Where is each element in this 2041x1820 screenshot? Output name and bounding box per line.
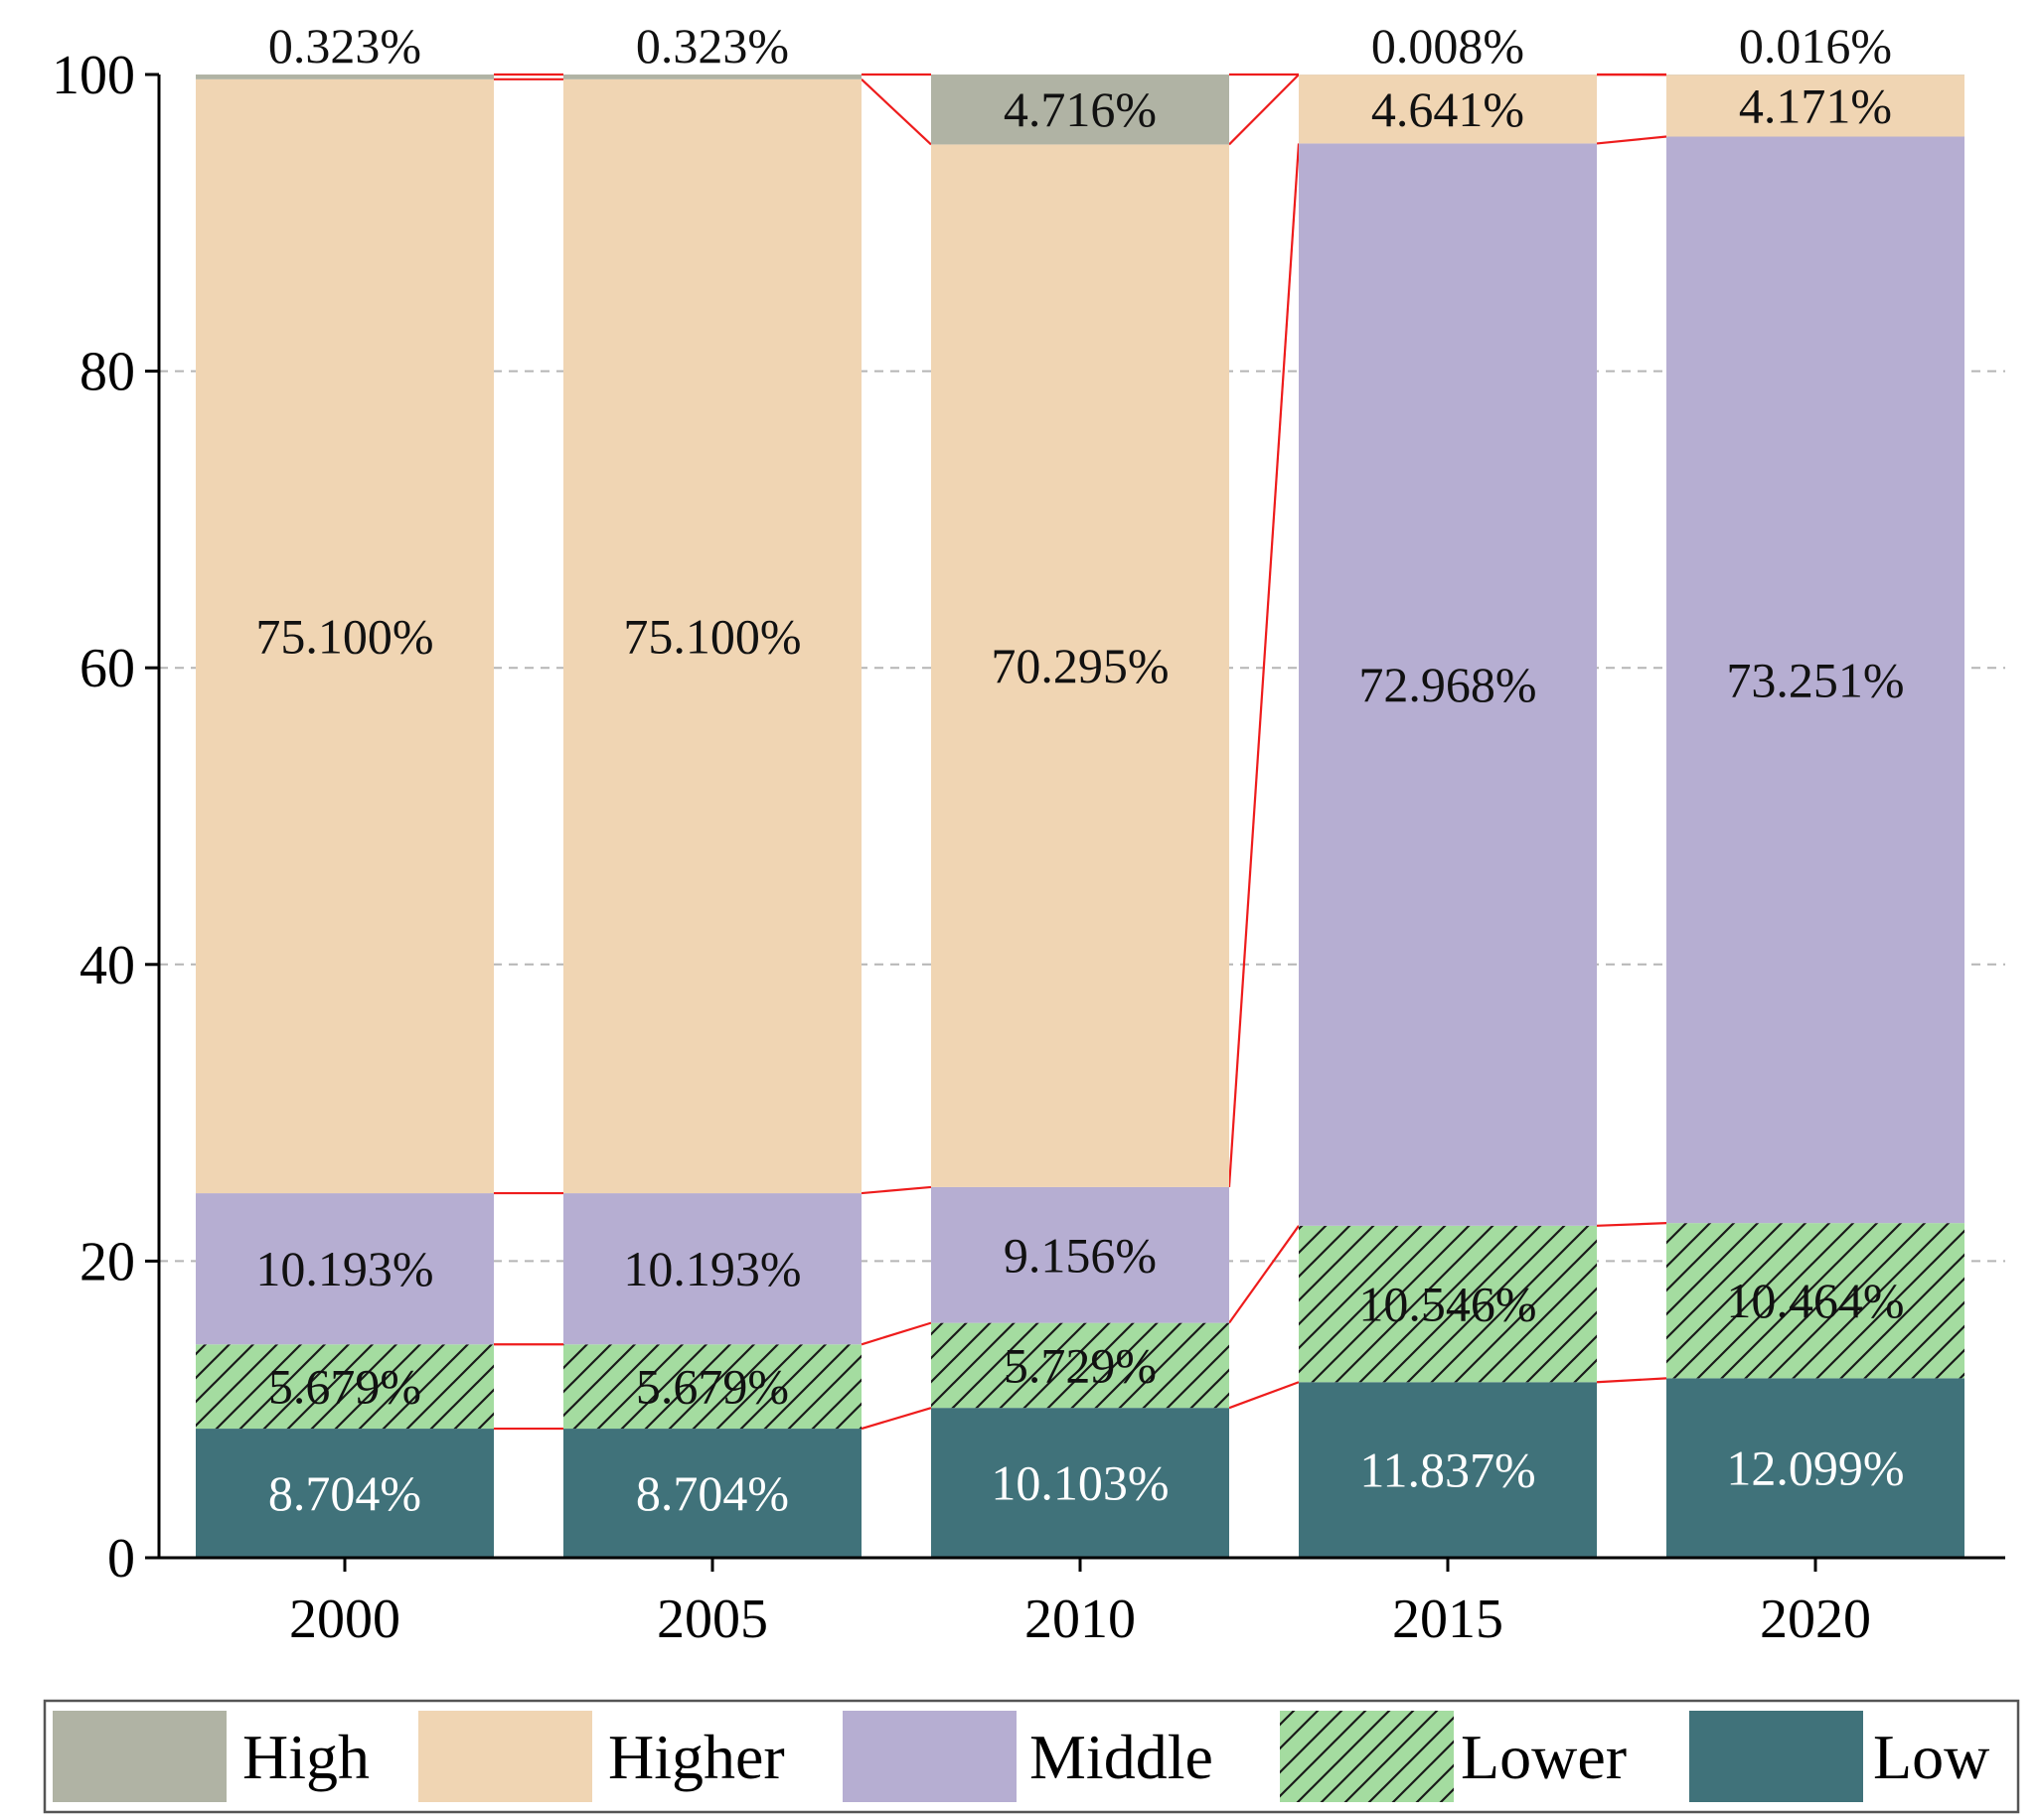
data-label-lower-2020: 10.464% xyxy=(1726,1273,1904,1328)
y-tick-label: 80 xyxy=(79,342,135,403)
data-label-middle-2000: 10.193% xyxy=(255,1241,433,1296)
y-tick-label: 100 xyxy=(52,45,135,106)
bar-higher-2020 xyxy=(1666,75,1964,137)
legend-swatch-higher xyxy=(418,1711,592,1802)
bar-low-2015 xyxy=(1299,1382,1597,1558)
data-label-high-2010: 4.716% xyxy=(1004,81,1157,137)
connector-line xyxy=(1596,1377,1667,1384)
legend-label-higher: Higher xyxy=(608,1722,785,1792)
x-tick-label: 2000 xyxy=(289,1589,400,1650)
connector-lines xyxy=(494,73,1667,1431)
connector-line xyxy=(1596,135,1667,145)
connector-line xyxy=(1228,1381,1300,1410)
bar-higher-2015 xyxy=(1299,75,1597,144)
connector-line xyxy=(1227,143,1301,1188)
data-label-low-2005: 8.704% xyxy=(636,1465,789,1521)
x-tick-label: 2005 xyxy=(657,1589,768,1650)
bar-low-2020 xyxy=(1666,1378,1964,1558)
y-tick-label: 0 xyxy=(107,1528,135,1590)
bar-higher-2010 xyxy=(931,144,1229,1187)
bar-low-2010 xyxy=(931,1408,1229,1558)
legend-swatch-lower xyxy=(1280,1711,1454,1802)
bar-lower-2010 xyxy=(931,1322,1229,1409)
bar-middle-2015 xyxy=(1299,143,1597,1226)
data-label-higher-2000: 75.100% xyxy=(255,608,433,664)
data-label-middle-2005: 10.193% xyxy=(623,1241,801,1296)
bar-low-2005 xyxy=(563,1429,862,1558)
bar-low-2000 xyxy=(196,1429,494,1558)
connector-line xyxy=(1228,74,1300,146)
x-tick-label: 2015 xyxy=(1392,1589,1503,1650)
data-label-high-2005: 0.323% xyxy=(636,18,789,74)
connector-line xyxy=(1228,1225,1300,1324)
data-label-high-2000: 0.323% xyxy=(268,18,421,74)
data-label-middle-2010: 9.156% xyxy=(1004,1227,1157,1283)
connector-line xyxy=(861,1321,932,1346)
bar-higher-2005 xyxy=(563,78,862,1194)
connector-line xyxy=(861,1407,932,1431)
bar-lower-2015 xyxy=(1299,1225,1597,1383)
bar-middle-2000 xyxy=(196,1193,494,1345)
data-label-higher-2015: 4.641% xyxy=(1371,81,1524,137)
y-tick-label: 40 xyxy=(79,935,135,996)
y-tick-label: 60 xyxy=(79,638,135,699)
data-label-low-2020: 12.099% xyxy=(1726,1441,1904,1496)
data-label-high-2015: 0.008% xyxy=(1371,18,1524,74)
data-label-low-2015: 11.837% xyxy=(1359,1442,1535,1498)
bar-middle-2010 xyxy=(931,1186,1229,1323)
connector-line xyxy=(861,1185,932,1195)
legend-label-middle: Middle xyxy=(1029,1722,1213,1792)
data-label-higher-2020: 4.171% xyxy=(1739,77,1892,133)
legend-label-lower: Lower xyxy=(1461,1722,1627,1792)
bar-lower-2020 xyxy=(1666,1223,1964,1379)
bar-high-2010 xyxy=(931,75,1229,145)
x-tick-label: 2020 xyxy=(1760,1589,1871,1650)
data-label-higher-2010: 70.295% xyxy=(991,638,1169,693)
connector-line xyxy=(1596,1222,1667,1227)
data-label-lower-2000: 5.679% xyxy=(268,1359,421,1415)
data-label-lower-2015: 10.546% xyxy=(1358,1277,1536,1332)
legend-swatch-low xyxy=(1689,1711,1863,1802)
connector-line xyxy=(861,78,932,146)
bar-higher-2000 xyxy=(196,78,494,1194)
data-label-middle-2015: 72.968% xyxy=(1358,657,1536,712)
legend-swatch-middle xyxy=(843,1711,1017,1802)
legend-box xyxy=(43,1699,2020,1814)
bar-middle-2005 xyxy=(563,1193,862,1345)
data-label-lower-2010: 5.729% xyxy=(1004,1337,1157,1393)
bar-lower-2000 xyxy=(196,1344,494,1430)
data-label-high-2020: 0.016% xyxy=(1739,18,1892,74)
legend-swatch-high xyxy=(53,1711,227,1802)
data-label-low-2000: 8.704% xyxy=(268,1465,421,1521)
y-tick-label: 20 xyxy=(79,1231,135,1292)
legend-label-high: High xyxy=(242,1722,370,1792)
data-label-lower-2005: 5.679% xyxy=(636,1359,789,1415)
bar-middle-2020 xyxy=(1666,136,1964,1224)
legend: High Higher Middle Lower Low xyxy=(43,1699,2020,1814)
x-tick-label: 2010 xyxy=(1024,1589,1136,1650)
bar-high-2000 xyxy=(196,75,494,79)
data-label-higher-2005: 75.100% xyxy=(623,608,801,664)
legend-label-low: Low xyxy=(1873,1722,1989,1792)
data-label-middle-2020: 73.251% xyxy=(1726,652,1904,707)
bar-high-2005 xyxy=(563,75,862,79)
segment-labels: 8.704% 8.704% 10.103% 11.837% 12.099% 5.679% 5… xyxy=(255,18,1904,1521)
axes: 0 20 40 60 80 100 2000 2005 2010 2015 2020 xyxy=(52,45,2005,1650)
bar-lower-2005 xyxy=(563,1344,862,1430)
bars xyxy=(196,75,1964,1558)
data-label-low-2010: 10.103% xyxy=(991,1455,1169,1511)
